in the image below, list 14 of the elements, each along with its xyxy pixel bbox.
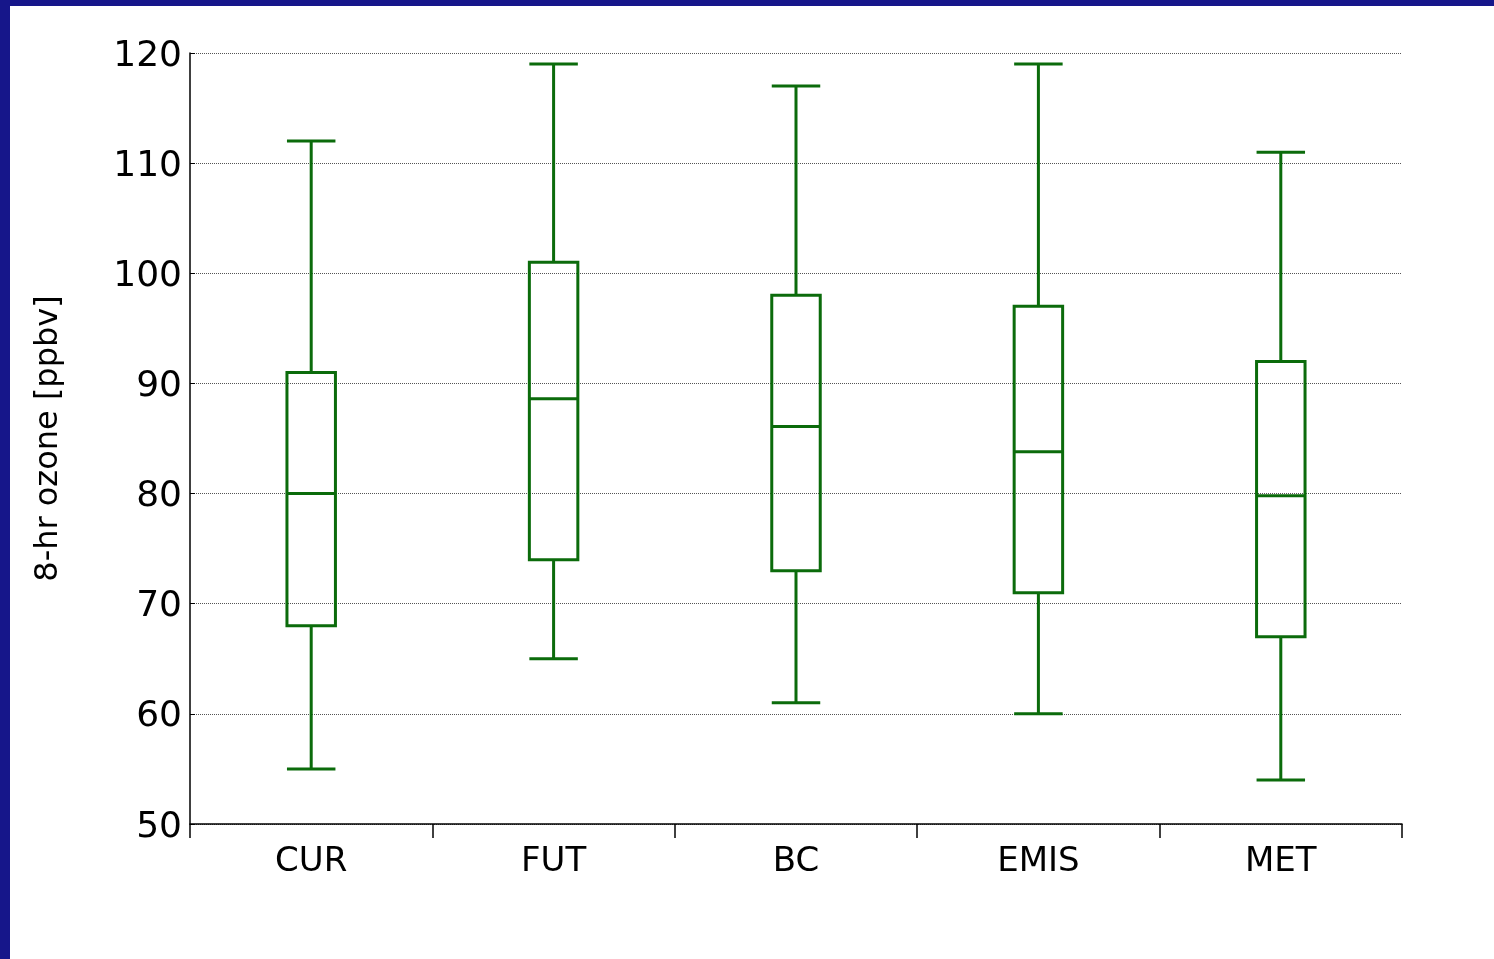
x-tick-label: BC bbox=[772, 839, 820, 879]
y-tick-label: 90 bbox=[136, 362, 182, 404]
y-axis-title: 8-hr ozone [ppbv] bbox=[27, 295, 65, 582]
y-tick-label: 110 bbox=[113, 142, 182, 184]
y-tick-label: 80 bbox=[136, 473, 182, 515]
x-tick-label: MET bbox=[1245, 839, 1317, 879]
y-tick-label: 50 bbox=[136, 803, 182, 845]
y-tick-label: 70 bbox=[136, 583, 182, 625]
x-tick-label: CUR bbox=[275, 839, 348, 879]
x-tick-label: FUT bbox=[520, 839, 587, 879]
y-tick-label: 120 bbox=[113, 32, 182, 74]
y-tick-label: 60 bbox=[136, 693, 182, 735]
x-tick-label: EMIS bbox=[997, 839, 1080, 879]
y-tick-label: 100 bbox=[113, 252, 182, 294]
